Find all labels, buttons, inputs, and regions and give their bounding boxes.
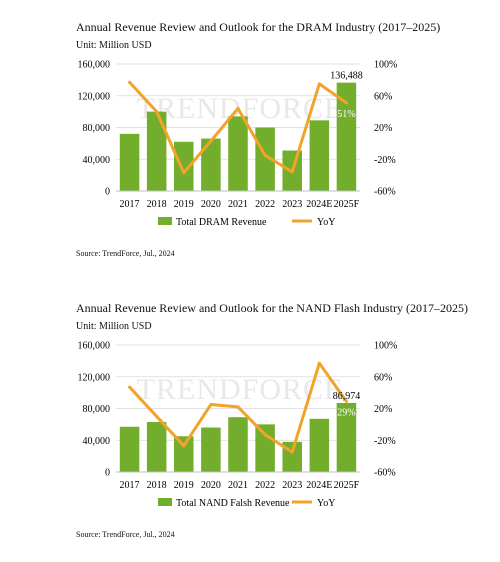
chart-title: Annual Revenue Review and Outlook for th… — [76, 301, 468, 315]
y-tick-label-right: -60% — [374, 468, 396, 479]
legend-label-line: YoY — [317, 498, 335, 509]
y-tick-label-left: 0 — [105, 187, 110, 198]
bar — [309, 418, 330, 472]
x-tick-label: 2018 — [147, 480, 167, 491]
y-tick-label-left: 40,000 — [83, 436, 111, 447]
yoy-point — [128, 80, 132, 84]
bar — [228, 417, 248, 472]
legend-label-bar: Total NAND Falsh Revenue — [176, 498, 290, 509]
bar — [336, 402, 357, 472]
yoy-point — [209, 139, 213, 143]
legend-swatch-bar — [158, 498, 172, 506]
unit-label: Unit: Million USD — [76, 40, 152, 51]
x-tick-label: 2022 — [255, 199, 275, 210]
bar — [336, 82, 357, 191]
yoy-point — [155, 414, 159, 418]
yoy-point — [344, 399, 348, 403]
y-tick-label-right: 20% — [374, 404, 392, 415]
y-tick-label-right: 100% — [374, 60, 397, 71]
bar — [174, 436, 194, 472]
yoy-point — [236, 106, 240, 110]
y-tick-label-right: 60% — [374, 372, 392, 383]
x-tick-label: 2023 — [282, 480, 302, 491]
dram-chart-panel: Annual Revenue Review and Outlook for th… — [76, 20, 441, 258]
bar — [201, 138, 221, 191]
bar — [146, 111, 167, 191]
nand-chart-panel: Annual Revenue Review and Outlook for th… — [0, 281, 500, 562]
unit-label: Unit: Million USD — [76, 321, 152, 332]
bar — [228, 116, 248, 191]
bar — [255, 127, 275, 191]
legend-swatch-bar — [158, 217, 172, 225]
yoy-value-label: 29% — [337, 407, 355, 418]
x-tick-label: 2019 — [174, 199, 194, 210]
dram-chart: 0 40,000 80,000 120,000 160,000 -60% -20% 20% 60… — [78, 60, 398, 229]
yoy-point — [155, 110, 159, 114]
bar — [309, 120, 330, 191]
x-tick-label: 2021 — [228, 199, 248, 210]
yoy-point — [182, 444, 186, 448]
x-tick-label: 2022 — [255, 480, 275, 491]
x-tick-label: 2017 — [120, 199, 140, 210]
y-tick-label-left: 160,000 — [78, 60, 111, 71]
bar-value-label: 136,488 — [330, 71, 363, 82]
yoy-value-label: 51% — [337, 109, 355, 120]
y-tick-label-right: 60% — [374, 91, 392, 102]
y-tick-label-right: 100% — [374, 341, 397, 352]
x-tick-label: 2021 — [228, 480, 248, 491]
bar — [201, 427, 221, 472]
legend-label-bar: Total DRAM Revenue — [176, 217, 267, 228]
x-tick-label: 2019 — [174, 480, 194, 491]
bar-value-label: 86,974 — [333, 391, 361, 402]
legend-label-line: YoY — [317, 217, 335, 228]
yoy-point — [236, 405, 240, 409]
x-tick-label: 2018 — [147, 199, 167, 210]
yoy-point — [317, 361, 321, 365]
y-tick-label-right: -20% — [374, 436, 396, 447]
x-tick-label: 2025F — [334, 480, 360, 491]
y-tick-label-right: -20% — [374, 155, 396, 166]
bar — [119, 133, 140, 191]
yoy-point — [290, 450, 294, 454]
y-tick-label-right: 20% — [374, 123, 392, 134]
x-tick-label: 2020 — [201, 480, 221, 491]
bar — [146, 421, 167, 472]
bar — [174, 141, 194, 191]
x-tick-label: 2025F — [334, 199, 360, 210]
nand-chart: 0 40,000 80,000 120,000 160,000 -60% -20% 20% 60… — [78, 341, 398, 510]
y-tick-label-left: 80,000 — [83, 404, 111, 415]
yoy-point — [263, 153, 267, 157]
y-tick-label-left: 40,000 — [83, 155, 111, 166]
yoy-point — [209, 403, 213, 407]
y-tick-label-left: 160,000 — [78, 341, 111, 352]
chart-title: Annual Revenue Review and Outlook for th… — [76, 20, 441, 34]
y-tick-label-left: 80,000 — [83, 123, 111, 134]
yoy-point — [290, 170, 294, 174]
yoy-point — [128, 385, 132, 389]
y-tick-label-right: -60% — [374, 187, 396, 198]
bar — [119, 426, 140, 472]
y-tick-label-left: 0 — [105, 468, 110, 479]
x-tick-label: 2017 — [120, 480, 140, 491]
source-note: Source: TrendForce, Jul., 2024 — [76, 530, 175, 539]
yoy-point — [344, 101, 348, 105]
x-tick-label: 2020 — [201, 199, 221, 210]
y-tick-label-left: 120,000 — [78, 372, 111, 383]
y-tick-label-left: 120,000 — [78, 91, 111, 102]
source-note: Source: TrendForce, Jul., 2024 — [76, 249, 175, 258]
yoy-point — [263, 433, 267, 437]
yoy-point — [182, 171, 186, 175]
x-tick-label: 2024E — [306, 480, 332, 491]
x-tick-label: 2024E — [306, 199, 332, 210]
x-tick-label: 2023 — [282, 199, 302, 210]
bar — [255, 424, 275, 472]
yoy-point — [317, 82, 321, 86]
